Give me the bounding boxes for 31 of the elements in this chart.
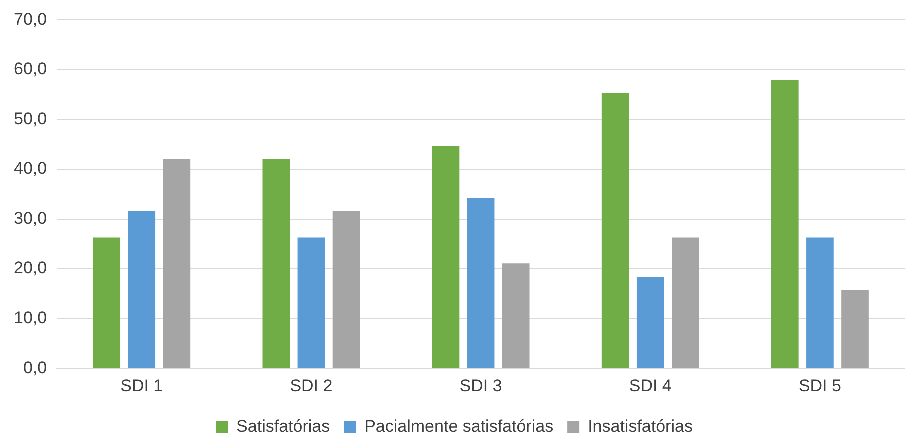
y-tick-label: 70,0 [14,10,48,29]
y-tick-label: 50,0 [14,109,48,128]
x-tick-label: SDI 3 [460,376,502,396]
y-tick-label: 20,0 [14,258,48,278]
bar [163,159,191,368]
y-tick-label: 30,0 [14,208,48,228]
bar [467,198,495,368]
x-tick-label: SDI 4 [629,376,672,396]
bar [771,80,799,368]
x-tick-label: SDI 5 [798,376,842,396]
bar [432,146,460,368]
bar [298,238,326,368]
bar [602,93,630,368]
bar [93,238,120,368]
bar [672,238,700,368]
y-tick-label: 60,0 [14,60,48,79]
legend-label: Insatisfatórias [588,417,693,436]
bar [128,211,156,368]
bar [842,290,869,368]
bar [262,159,290,368]
legend-label: Pacialmente satisfatórias [364,417,554,436]
bar [806,238,834,368]
bar [332,211,360,368]
y-tick-label: 0,0 [23,358,48,378]
y-tick-label: 10,0 [14,308,48,328]
x-tick-label: SDI 2 [290,376,333,396]
x-tick-label: SDI 1 [120,376,164,396]
legend-label: Satisfatórias [236,417,330,436]
y-tick-label: 40,0 [14,159,48,178]
bar [636,277,664,368]
bar [502,264,530,368]
